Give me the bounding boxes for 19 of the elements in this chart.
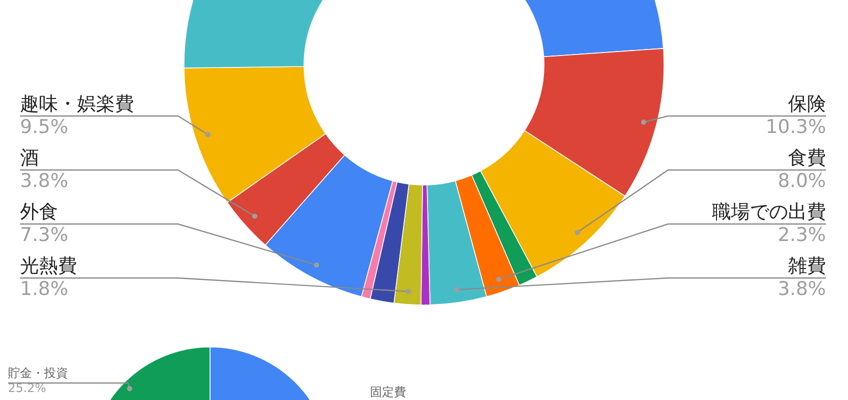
data-label: 9.5%	[20, 116, 68, 138]
data-label: 3.8%	[778, 278, 826, 300]
slice-label: 固定費	[370, 385, 406, 399]
data-label: 25.2%	[8, 381, 46, 395]
slice-label: 外食	[20, 201, 58, 223]
slice-label: 雑費	[788, 255, 826, 277]
data-label: 10.3%	[766, 116, 826, 138]
data-label: 3.8%	[20, 170, 68, 192]
slice-label: 食費	[788, 147, 826, 169]
slice-label: 保険	[788, 93, 826, 115]
slice-label: 酒	[20, 147, 39, 169]
data-label: 1.8%	[20, 278, 68, 300]
slice-label: 貯金・投資	[8, 366, 68, 380]
data-label: 2.3%	[778, 224, 826, 246]
slice-label: 光熱費	[20, 255, 77, 277]
data-label: 8.0%	[778, 170, 826, 192]
data-label: 7.3%	[20, 224, 68, 246]
slice-label: 趣味・娯楽費	[20, 93, 134, 115]
slice-label: 職場での出費	[712, 201, 826, 223]
